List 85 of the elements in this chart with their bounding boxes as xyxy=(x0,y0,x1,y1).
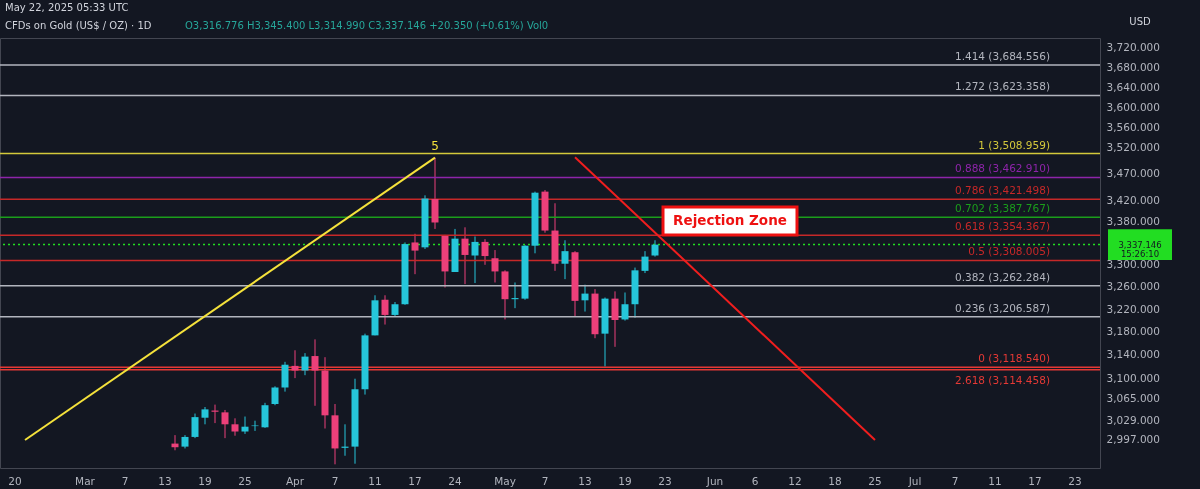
y-tick-label: 3,180.000 xyxy=(1106,325,1160,338)
ref-line-label: 0 (3,118.540) xyxy=(978,352,1050,365)
y-tick-label: 3,640.000 xyxy=(1106,80,1160,93)
x-tick-label: Jul xyxy=(907,474,922,487)
y-tick-label: 3,680.000 xyxy=(1106,60,1160,73)
candlestick xyxy=(201,406,209,425)
x-tick-label: 25 xyxy=(868,474,882,487)
ref-line-label: 0.888 (3,462.910) xyxy=(954,162,1050,175)
ref-line-label: 0.236 (3,206.587) xyxy=(954,301,1050,314)
candlestick xyxy=(281,361,289,393)
x-tick-label: 13 xyxy=(158,474,172,487)
x-tick-label: 7 xyxy=(121,474,129,487)
ref-line-label: 1.414 (3,684.556) xyxy=(954,50,1050,63)
candlestick xyxy=(291,349,299,379)
y-tick-label: 3,260.000 xyxy=(1106,280,1160,293)
y-tick-label: 3,029.000 xyxy=(1106,413,1160,426)
y-tick-label: 3,065.000 xyxy=(1106,392,1160,405)
x-tick-label: Mar xyxy=(75,474,96,487)
candlestick xyxy=(191,413,199,439)
ref-line-label: 3,337.146 15:26:10 xyxy=(1118,239,1162,259)
x-tick-label: 11 xyxy=(368,474,382,487)
x-tick-label: 25 xyxy=(238,474,252,487)
candlestick xyxy=(471,235,479,284)
candlestick xyxy=(621,291,629,322)
candlestick xyxy=(381,294,389,326)
y-tick-label: 3,100.000 xyxy=(1106,371,1160,384)
x-tick-label: 11 xyxy=(988,474,1002,487)
y-tick-label: 3,140.000 xyxy=(1106,348,1160,361)
x-tick-label: 17 xyxy=(408,474,422,487)
y-tick-label: 2,997.000 xyxy=(1106,432,1160,445)
x-tick-label: 18 xyxy=(828,474,842,487)
x-tick-label: May xyxy=(494,474,516,487)
y-tick-label: 3,560.000 xyxy=(1106,120,1160,133)
candlestick xyxy=(301,352,309,376)
ref-line-label: 1.272 (3,623.358) xyxy=(954,80,1050,93)
text: May 22, 2025 05:33 UTC xyxy=(5,2,129,13)
y-tick-label: 3,220.000 xyxy=(1106,302,1160,315)
candlestick xyxy=(261,402,269,429)
candlestick xyxy=(221,409,229,439)
y-tick-label: 3,720.000 xyxy=(1106,41,1160,54)
x-tick-label: 24 xyxy=(448,474,462,487)
chart-subtitle: O3,316.776 H3,345.400 L3,314.990 C3,337.146 +20.350 (+0.61%) Vol0 xyxy=(185,20,549,31)
y-tick-label: 3,380.000 xyxy=(1106,214,1160,227)
annotation: Rejection Zone xyxy=(673,212,787,228)
candlestick xyxy=(461,226,469,285)
ref-line-label: 2.618 (3,114.458) xyxy=(954,373,1050,386)
x-tick-label: 7 xyxy=(951,474,959,487)
ref-line-label: 0.618 (3,354.367) xyxy=(954,220,1050,233)
candlestick xyxy=(611,290,619,348)
x-tick-label: 6 xyxy=(751,474,759,487)
ref-line-label: 0.5 (3,308.005) xyxy=(968,245,1050,258)
x-tick-label: 7 xyxy=(331,474,339,487)
candlestick xyxy=(271,385,279,406)
candlestick xyxy=(411,233,419,275)
y-tick-label: 3,300.000 xyxy=(1106,258,1160,271)
candlestick xyxy=(241,416,249,435)
x-tick-label: 13 xyxy=(578,474,592,487)
y-tick-label: 3,470.000 xyxy=(1106,167,1160,180)
candlestick xyxy=(311,338,319,407)
x-tick-label: 23 xyxy=(658,474,672,487)
x-tick-label: 12 xyxy=(788,474,802,487)
annotation: 5 xyxy=(431,138,439,153)
y-tick-label: 3,420.000 xyxy=(1106,193,1160,206)
x-tick-label: 20 xyxy=(8,474,22,487)
x-tick-label: 7 xyxy=(541,474,549,487)
ref-line-label: 1 (3,508.959) xyxy=(978,138,1050,151)
x-tick-label: Jun xyxy=(705,474,724,487)
y-tick-label: 3,520.000 xyxy=(1106,141,1160,154)
x-tick-label: Apr xyxy=(285,474,305,487)
x-tick-label: 23 xyxy=(1068,474,1082,487)
ref-line-label: 0.786 (3,421.498) xyxy=(954,184,1050,197)
y-tick-label: 3,600.000 xyxy=(1106,100,1160,113)
x-tick-label: 19 xyxy=(618,474,632,487)
ref-line-label: 0.702 (3,387.767) xyxy=(954,202,1050,215)
x-tick-label: 17 xyxy=(1028,474,1042,487)
candlestick xyxy=(641,250,649,274)
chart-title: CFDs on Gold (US$ / OZ) · 1D xyxy=(5,20,152,31)
ref-line-label: 0.382 (3,262.284) xyxy=(954,270,1050,283)
candlestick xyxy=(231,417,239,437)
y-axis-title: USD xyxy=(1129,16,1151,27)
x-tick-label: 19 xyxy=(198,474,212,487)
candlestick xyxy=(561,239,569,280)
candlestick xyxy=(431,157,439,230)
candlestick xyxy=(481,238,489,266)
candlestick xyxy=(491,249,499,283)
